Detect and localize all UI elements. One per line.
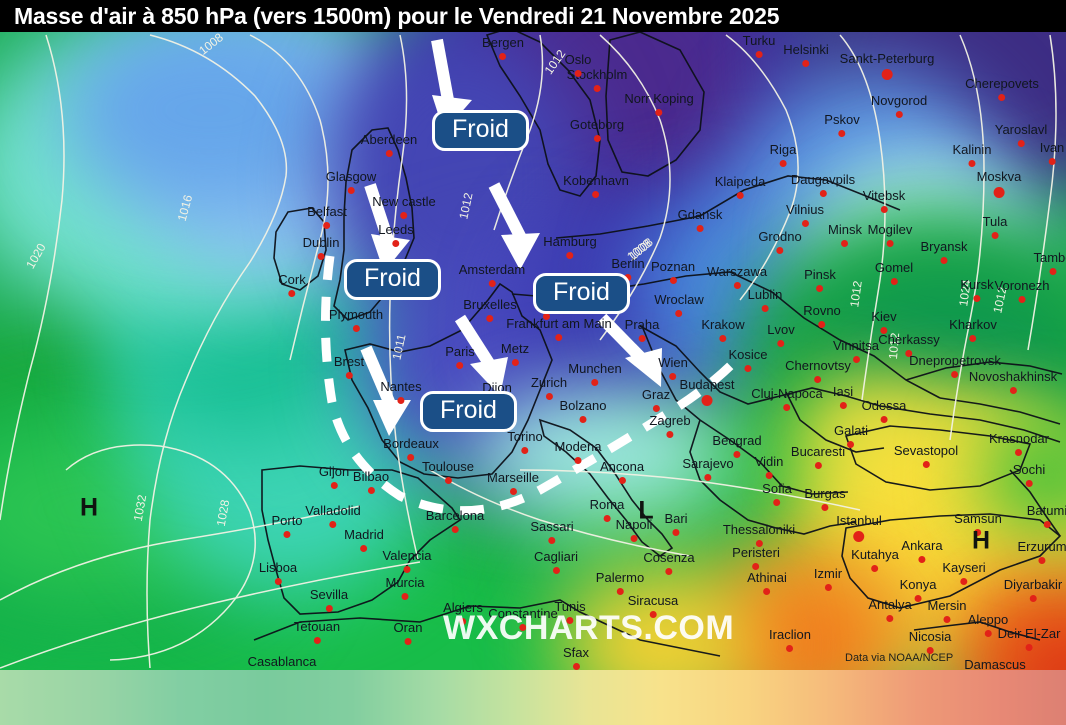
data-attribution: Data via NOAA/NCEP	[845, 652, 954, 664]
legend-background	[0, 670, 1066, 725]
pressure-center-high: H	[79, 493, 99, 522]
page-title: Masse d'air à 850 hPa (vers 1500m) pour …	[14, 2, 780, 29]
wxcharts-watermark: WXCHARTS.COM	[443, 609, 735, 647]
annotation-label-froid: Froid	[432, 110, 529, 151]
chart-title-bar: Masse d'air à 850 hPa (vers 1500m) pour …	[0, 0, 1066, 32]
pressure-center-low: L	[638, 496, 654, 525]
temperature-legend: °C F -40-38-36-34-32-30-28-26-24-22-20-1…	[0, 670, 1066, 725]
pressure-center-high: H	[971, 526, 991, 555]
annotation-label-froid: Froid	[533, 273, 630, 314]
isobar-label: 1012	[885, 332, 903, 360]
temperature-map: 1008 1012 1012 1008 1016 1008 1012 1020 1011 1032…	[0, 0, 1066, 670]
legend-background-veil	[0, 670, 1066, 725]
annotation-label-froid: Froid	[344, 259, 441, 300]
annotation-label-froid: Froid	[420, 391, 517, 432]
field-yellow-romania	[800, 380, 930, 480]
